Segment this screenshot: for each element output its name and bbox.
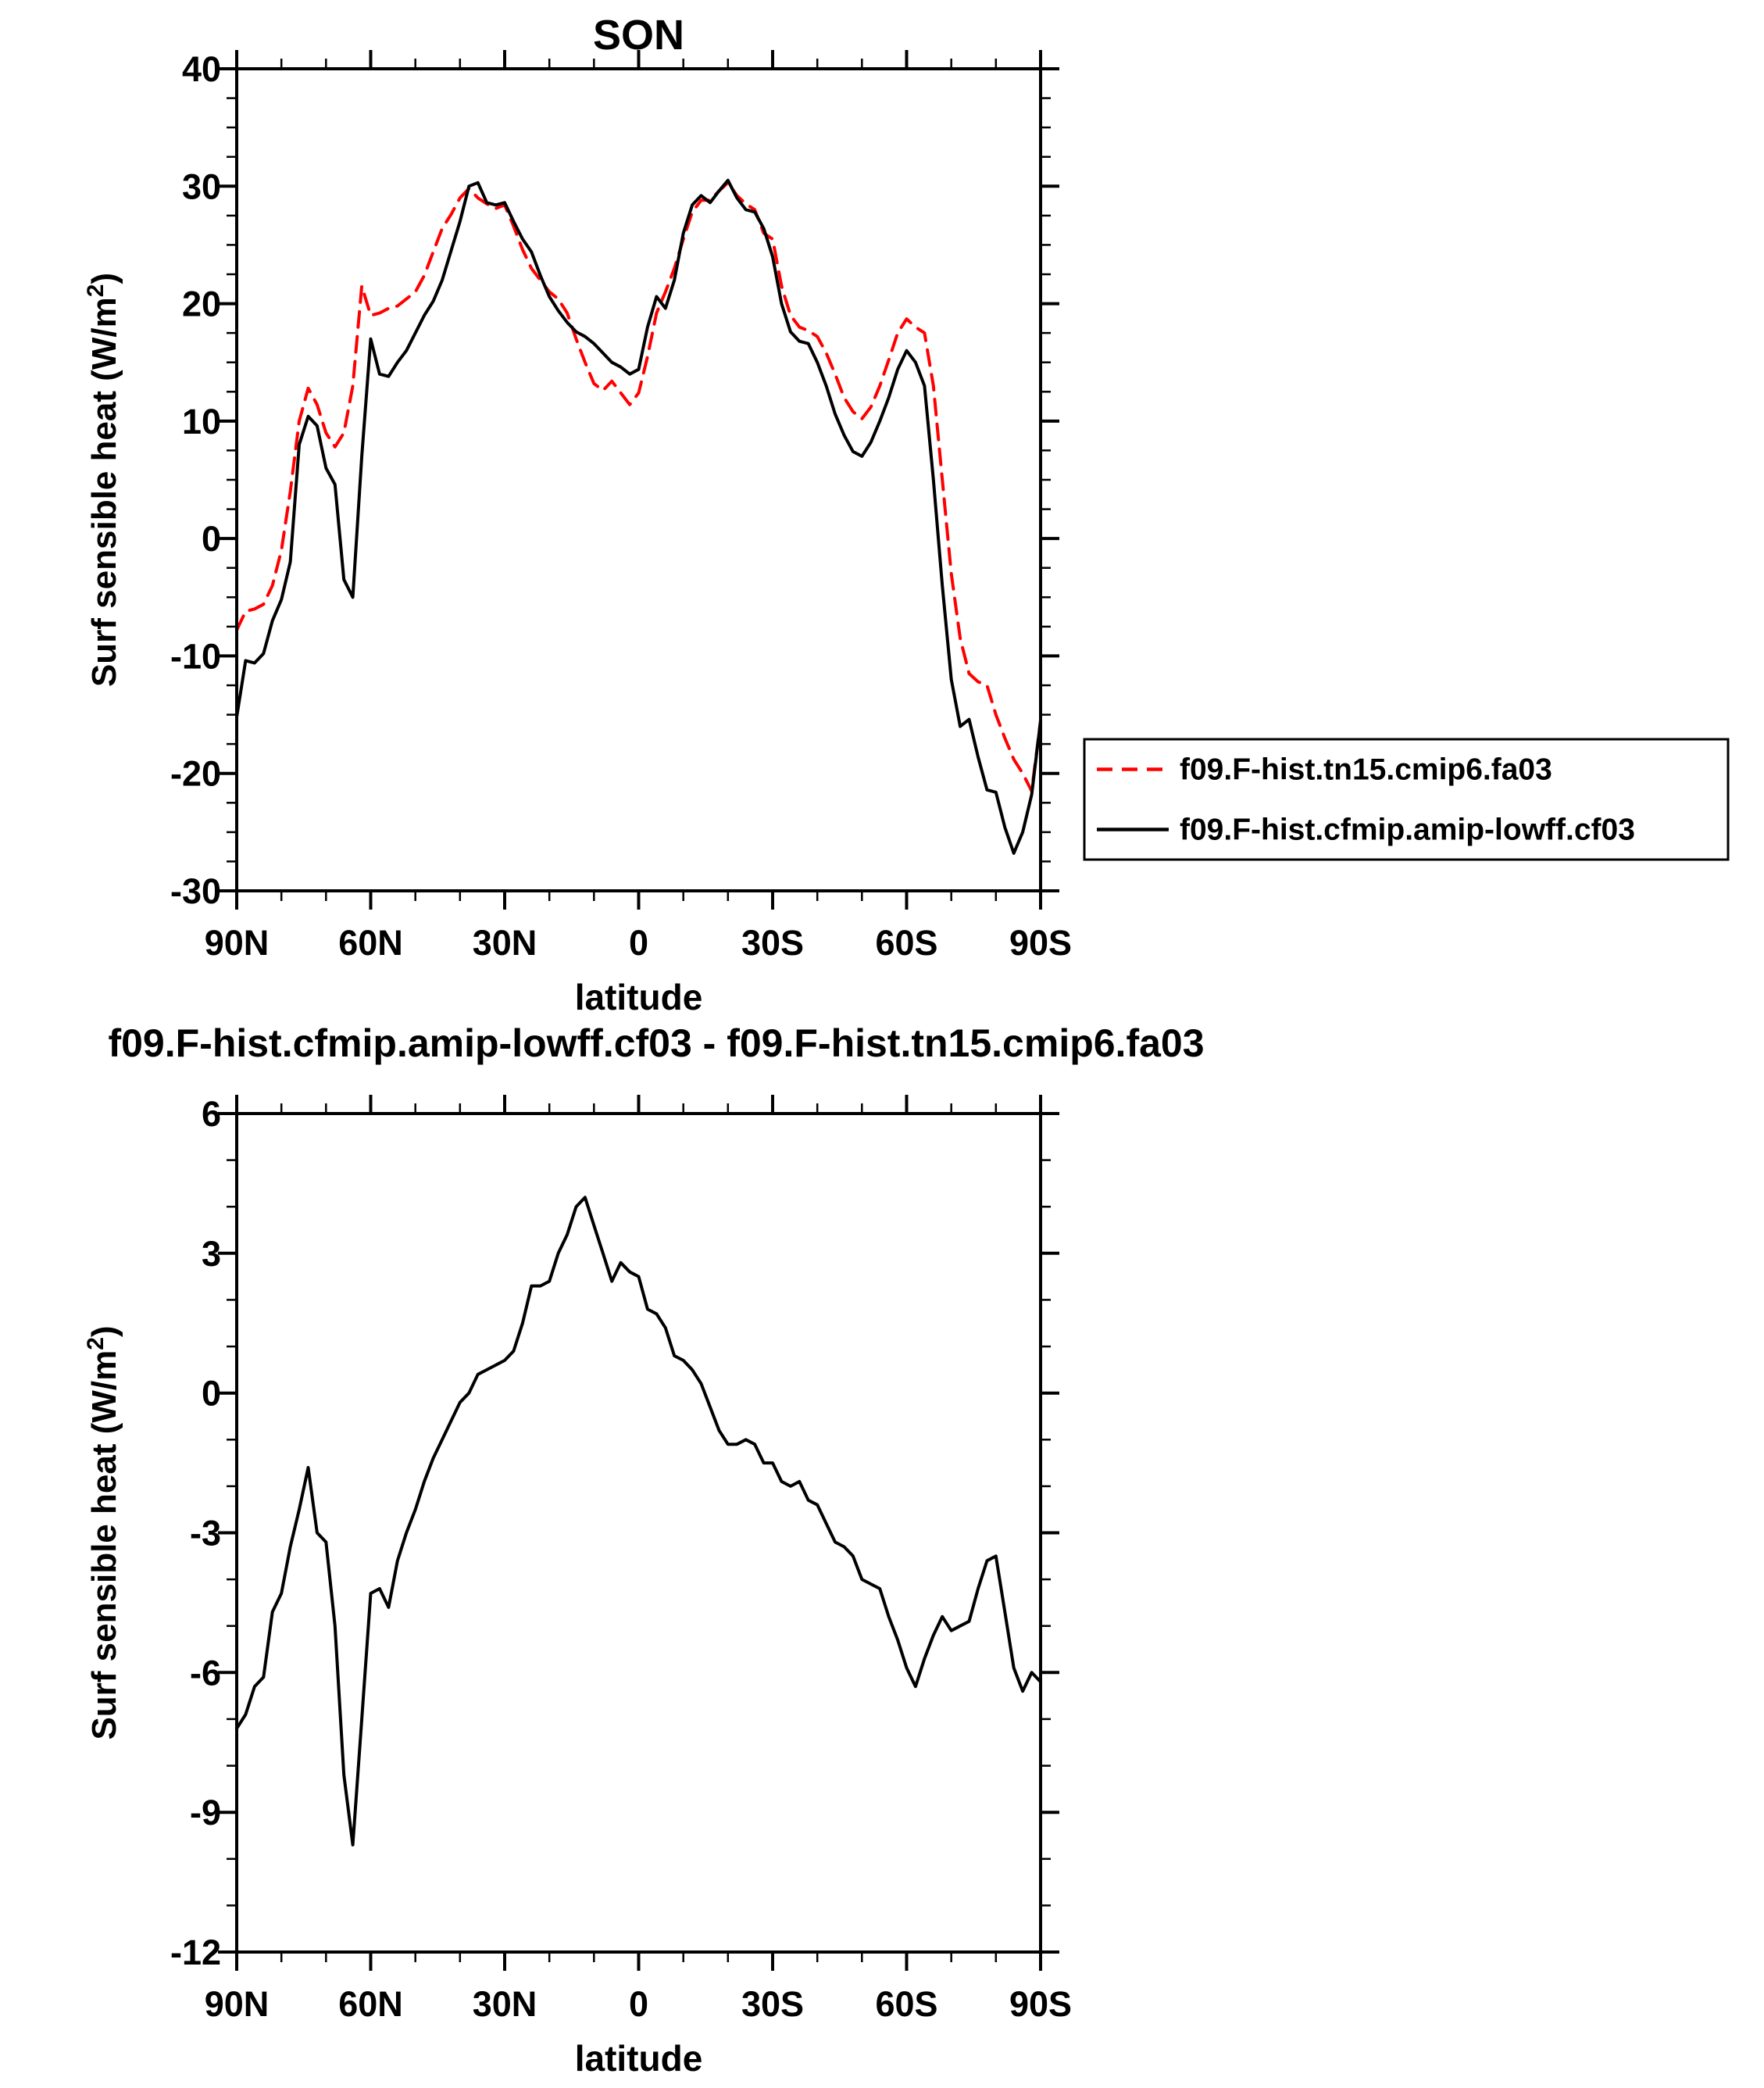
x-tick-label: 30N	[473, 923, 537, 963]
y-tick-label: -9	[190, 1793, 221, 1832]
y-tick-label: 6	[202, 1094, 221, 1134]
x-tick-label: 60N	[338, 923, 403, 963]
plot-frame	[235, 67, 1042, 892]
y-tick-label: -30	[170, 871, 221, 911]
x-tick-label: 90S	[1009, 1984, 1072, 2024]
ticks	[218, 50, 1059, 910]
y-axis-title: Surf sensible heat (W/m2)	[83, 273, 123, 687]
y-axis-title: Surf sensible heat (W/m2)	[83, 1325, 123, 1739]
y-tick-label: -10	[170, 636, 221, 676]
legend-label: f09.F-hist.cfmip.amip-lowff.cf03	[1180, 813, 1635, 847]
x-tick-label: 90S	[1009, 923, 1072, 963]
series-group	[235, 1196, 1042, 1847]
plot-frame	[235, 1112, 1042, 1954]
series-line-1	[235, 178, 1042, 855]
x-tick-label: 30N	[473, 1984, 537, 2024]
x-tick-label: 60S	[875, 923, 937, 963]
legend: f09.F-hist.tn15.cmip6.fa03 f09.F-hist.cfm…	[1083, 738, 1730, 861]
x-tick-label: 60S	[875, 1984, 937, 2024]
series-line-0	[235, 181, 1042, 793]
x-axis-title: latitude	[575, 2038, 703, 2079]
top-chart-title: SON	[592, 12, 685, 59]
x-axis-title: latitude	[575, 977, 703, 1017]
y-tick-label: 40	[182, 49, 221, 89]
ticks	[218, 1095, 1059, 1971]
y-tick-label: -3	[190, 1514, 221, 1553]
y-tick-label: -6	[190, 1653, 221, 1693]
y-tick-label: 30	[182, 166, 221, 206]
x-tick-label: 60N	[338, 1984, 403, 2024]
legend-box	[1083, 738, 1730, 861]
series-group	[235, 178, 1042, 855]
y-tick-label: 0	[202, 1374, 221, 1414]
y-tick-label: 10	[182, 402, 221, 442]
y-tick-label: 3	[202, 1234, 221, 1274]
x-tick-label: 30S	[741, 923, 804, 963]
x-tick-label: 30S	[741, 1984, 804, 2024]
bottom-chart-title: f09.F-hist.cfmip.amip-lowff.cf03 - f09.F…	[108, 1021, 1205, 1065]
y-tick-label: -20	[170, 754, 221, 794]
chart-0: 90N 60N 30N 0 30S 60S 90S 40 30 20 10 0 -10 -20 -30 lat…	[83, 49, 1730, 1017]
legend-label: f09.F-hist.tn15.cmip6.fa03	[1180, 753, 1552, 787]
series-line-0	[235, 1196, 1042, 1847]
chart-1: 90N 60N 30N 0 30S 60S 90S 6 3 0 -3 -6 -9 -12 latitude S…	[83, 1094, 1072, 2079]
x-tick-label: 90N	[205, 1984, 270, 2024]
y-tick-label: 0	[202, 519, 221, 559]
x-tick-label: 0	[629, 1984, 648, 2024]
y-tick-label: 20	[182, 284, 221, 324]
y-tick-label: -12	[170, 1932, 221, 1972]
x-tick-label: 0	[629, 923, 648, 963]
x-tick-label: 90N	[205, 923, 270, 963]
